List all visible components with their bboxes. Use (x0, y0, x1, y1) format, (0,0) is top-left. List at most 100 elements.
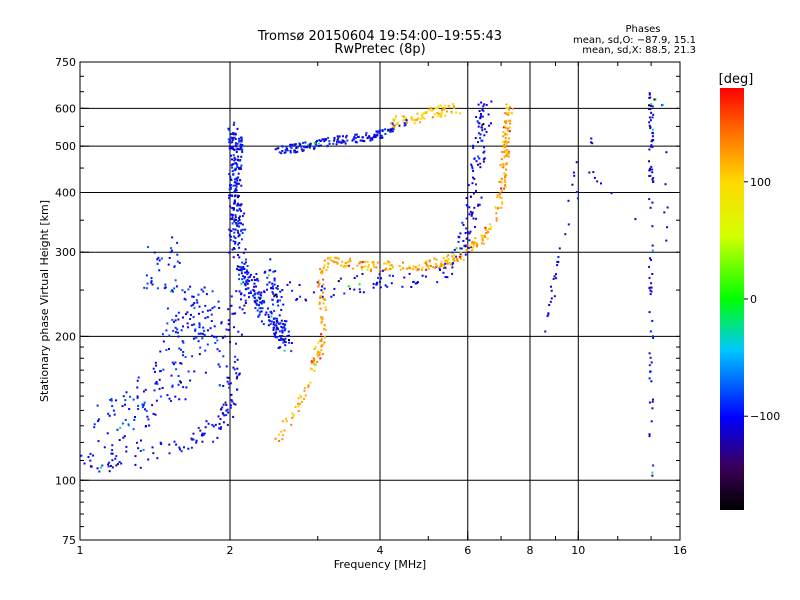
data-point (182, 325, 184, 328)
data-point (198, 322, 201, 325)
data-point (503, 126, 505, 129)
data-point (238, 138, 241, 141)
data-point (139, 466, 142, 469)
data-point (321, 318, 324, 321)
data-point (278, 339, 281, 341)
data-point (284, 341, 287, 344)
data-point (211, 307, 214, 310)
data-point (161, 387, 164, 389)
data-point (147, 246, 149, 249)
data-point (315, 144, 318, 147)
data-point (649, 206, 652, 209)
data-point (253, 290, 256, 293)
data-point (462, 224, 465, 226)
data-point (232, 163, 235, 166)
data-point (316, 281, 319, 284)
data-point (390, 282, 393, 285)
data-point (175, 368, 178, 371)
data-point (283, 323, 286, 326)
data-point (487, 227, 490, 230)
data-point (451, 255, 454, 258)
data-point (648, 124, 651, 127)
data-point (233, 231, 236, 234)
data-point (232, 240, 235, 243)
data-point (494, 206, 497, 209)
data-point (320, 344, 323, 347)
data-point (477, 204, 480, 207)
data-point (158, 259, 161, 262)
data-point (361, 136, 364, 139)
data-point (231, 218, 234, 221)
data-point (229, 406, 232, 409)
data-point (275, 295, 278, 298)
data-point (384, 284, 387, 287)
data-point (275, 331, 278, 334)
data-point (453, 259, 456, 262)
data-point (173, 440, 176, 443)
data-point (511, 107, 514, 110)
data-point (652, 464, 655, 467)
data-point (230, 178, 233, 181)
data-point (171, 385, 174, 388)
data-point (253, 276, 256, 279)
data-point (177, 375, 180, 377)
data-point (297, 410, 300, 413)
data-point (170, 374, 173, 377)
data-point (332, 142, 335, 145)
data-point (356, 141, 358, 144)
data-point (248, 280, 251, 283)
data-point (230, 399, 233, 402)
data-point (228, 234, 231, 237)
data-point (485, 130, 488, 133)
data-point (313, 348, 316, 350)
data-point (267, 307, 269, 310)
data-point (240, 140, 243, 143)
data-point (390, 122, 393, 125)
data-point (219, 418, 222, 420)
data-point (279, 290, 282, 293)
data-point (564, 233, 567, 236)
data-point (342, 266, 345, 269)
data-point (285, 417, 287, 420)
data-point (345, 134, 348, 137)
data-point (288, 334, 290, 337)
data-point (465, 217, 468, 220)
data-point (373, 265, 375, 268)
data-point (334, 261, 337, 263)
data-point (97, 418, 100, 421)
data-point (156, 262, 159, 265)
data-point (478, 157, 481, 160)
data-point (249, 273, 252, 276)
data-point (240, 136, 243, 139)
data-point (139, 450, 142, 452)
data-point (507, 114, 510, 116)
data-points (80, 92, 669, 477)
data-point (275, 327, 278, 330)
data-point (307, 143, 310, 146)
data-point (290, 342, 293, 344)
data-point (475, 189, 477, 192)
data-point (146, 282, 149, 285)
data-point (364, 265, 367, 268)
data-point (648, 435, 651, 438)
data-point (335, 256, 338, 259)
data-point (485, 104, 488, 106)
data-point (323, 324, 326, 327)
data-point (241, 278, 244, 281)
data-point (171, 289, 174, 292)
data-point (369, 139, 372, 142)
data-point (190, 437, 193, 440)
data-point (504, 137, 507, 140)
data-point (155, 364, 158, 367)
data-point (408, 266, 410, 269)
data-point (303, 146, 306, 149)
data-point (326, 144, 329, 147)
data-point (349, 287, 351, 290)
data-point (238, 219, 241, 221)
data-point (238, 265, 241, 268)
data-point (187, 288, 190, 291)
data-point (108, 461, 111, 464)
data-point (233, 195, 236, 198)
data-point (206, 309, 209, 312)
data-point (258, 307, 261, 310)
